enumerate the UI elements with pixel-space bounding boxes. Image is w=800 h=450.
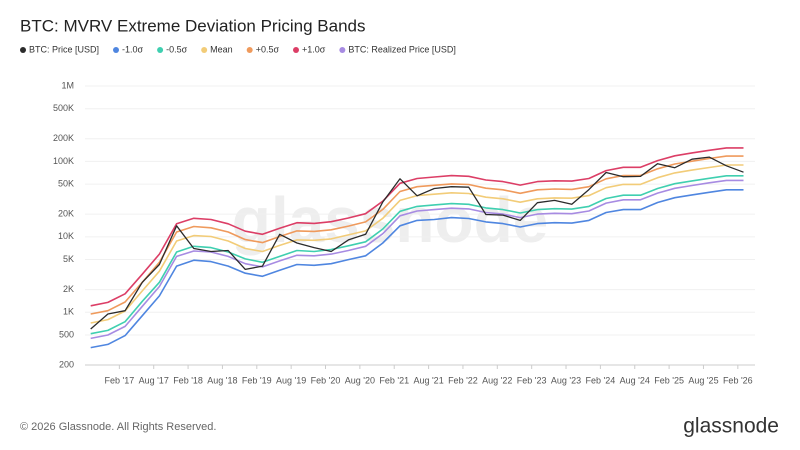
x-tick-label: Feb '23 [517, 375, 547, 385]
y-tick-label: 20K [58, 209, 74, 219]
x-tick-label: Feb '20 [311, 375, 341, 385]
x-tick-label: Aug '25 [688, 375, 718, 385]
x-tick-label: Aug '19 [276, 375, 306, 385]
y-tick-label: 1M [61, 80, 74, 90]
legend-marker [246, 47, 253, 53]
x-tick-label: Aug '18 [207, 375, 237, 385]
legend-marker [293, 47, 300, 53]
series-line [90, 156, 744, 330]
y-tick-label: 50K [58, 179, 74, 189]
logo: glassnode [683, 415, 779, 438]
y-tick-label: 5K [63, 254, 74, 264]
x-tick-label: Feb '26 [723, 375, 753, 385]
y-tick-label: 1K [63, 307, 74, 317]
x-tick-label: Feb '19 [242, 375, 272, 385]
x-tick-label: Aug '22 [482, 375, 512, 385]
x-tick-label: Feb '18 [173, 375, 203, 385]
series-line [90, 155, 744, 315]
series-line [90, 147, 744, 307]
legend-label: +0.5σ [256, 44, 280, 54]
legend-label: +1.0σ [302, 44, 326, 54]
legend-marker [157, 47, 164, 53]
y-tick-label: 100K [53, 156, 74, 166]
legend-label: BTC: Realized Price [USD] [348, 44, 456, 54]
y-tick-label: 2K [63, 284, 74, 294]
series-line [90, 175, 744, 335]
y-tick-label: 10K [58, 231, 74, 241]
footer: © 2026 Glassnode. All Rights Reserved. [20, 421, 216, 433]
chart-title: BTC: MVRV Extreme Deviation Pricing Band… [20, 16, 365, 35]
legend-label: -0.5σ [166, 44, 188, 54]
x-tick-label: Feb '22 [448, 375, 478, 385]
y-tick-label: 200K [53, 133, 74, 143]
x-tick-label: Aug '23 [551, 375, 581, 385]
legend-marker [201, 47, 208, 53]
y-tick-label: 500 [59, 329, 74, 339]
legend-marker [113, 47, 120, 53]
x-tick-label: Feb '24 [586, 375, 616, 385]
x-tick-label: Aug '24 [620, 375, 650, 385]
x-tick-label: Aug '17 [139, 375, 169, 385]
legend-label: -1.0σ [122, 44, 144, 54]
legend-label: BTC: Price [USD] [29, 44, 99, 54]
series-line [90, 179, 744, 340]
y-tick-label: 200 [59, 359, 74, 369]
y-tick-label: 500K [53, 103, 74, 113]
x-tick-label: Feb '25 [654, 375, 684, 385]
x-tick-label: Aug '20 [345, 375, 375, 385]
legend-label: Mean [210, 44, 233, 54]
legend-marker [20, 47, 26, 53]
x-tick-label: Feb '17 [104, 375, 134, 385]
x-tick-label: Feb '21 [379, 375, 409, 385]
x-tick-label: Aug '21 [413, 375, 443, 385]
series-line [90, 189, 744, 349]
legend-marker [339, 47, 346, 53]
